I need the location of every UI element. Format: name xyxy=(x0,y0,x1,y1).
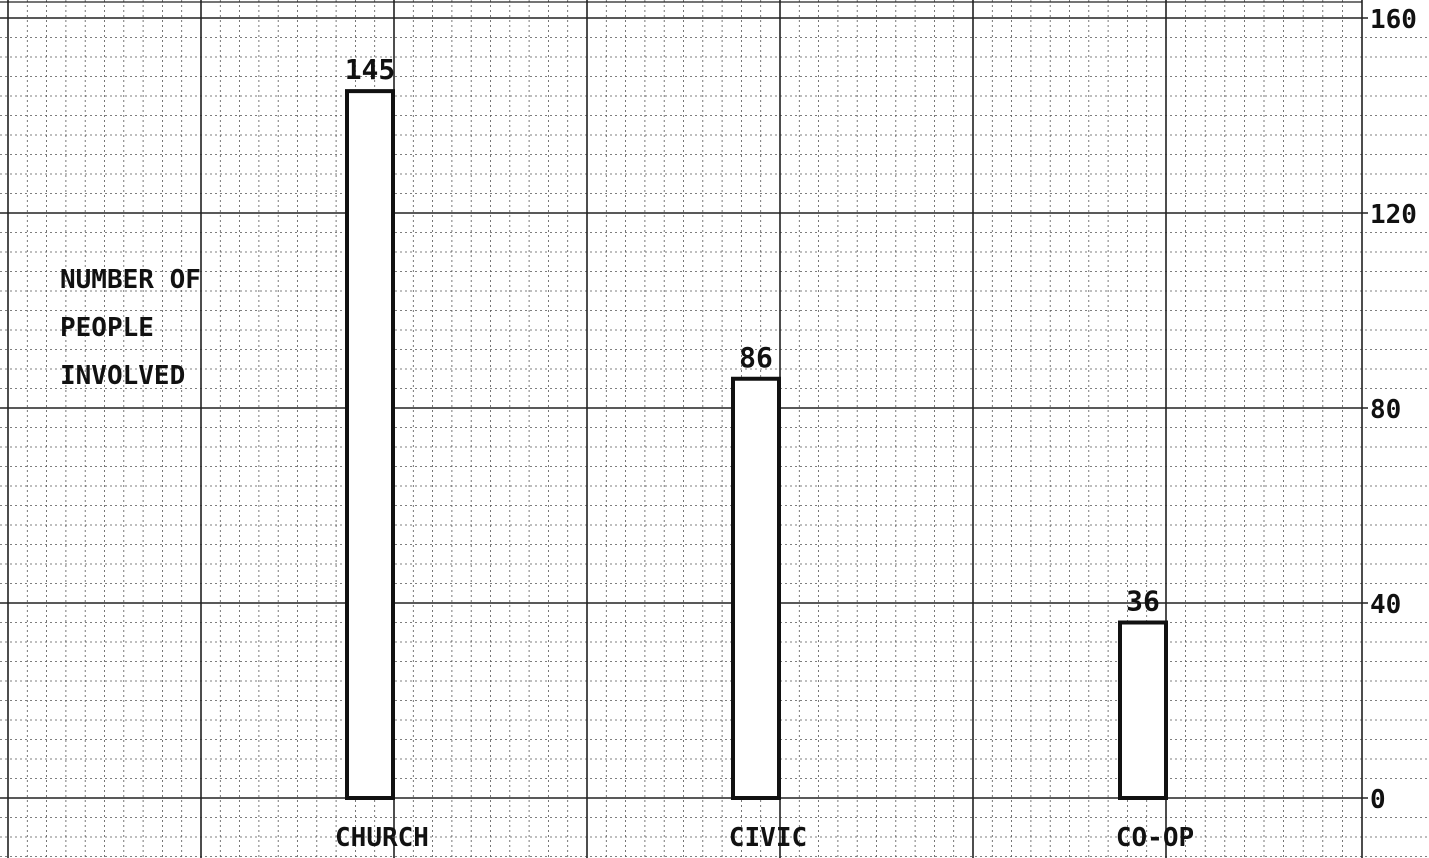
data-label: 145 xyxy=(345,53,396,86)
bars-group xyxy=(345,89,1168,800)
data-label: 86 xyxy=(739,341,773,374)
y-tick-label: 160 xyxy=(1370,5,1417,35)
y-tick-label: 80 xyxy=(1370,395,1401,425)
bar-church xyxy=(345,89,395,800)
bar-civic xyxy=(731,376,781,800)
y-axis-label-line: INVOLVED xyxy=(60,361,185,391)
data-label: 36 xyxy=(1126,585,1160,618)
y-axis-label-line: PEOPLE xyxy=(60,313,154,343)
category-label: CO-OP xyxy=(1116,823,1194,853)
y-axis-label-line: NUMBER OF xyxy=(60,265,201,295)
y-tick-label: 120 xyxy=(1370,200,1417,230)
labels-group: 145 CHURCH 86 CIVIC 36 CO-OP 0 40 80 120 160 NUMBER… xyxy=(60,5,1417,853)
category-label: CHURCH xyxy=(335,823,429,853)
category-label: CIVIC xyxy=(729,823,807,853)
y-tick-label: 0 xyxy=(1370,785,1386,815)
bar-co-op xyxy=(1118,620,1168,800)
y-tick-label: 40 xyxy=(1370,590,1401,620)
